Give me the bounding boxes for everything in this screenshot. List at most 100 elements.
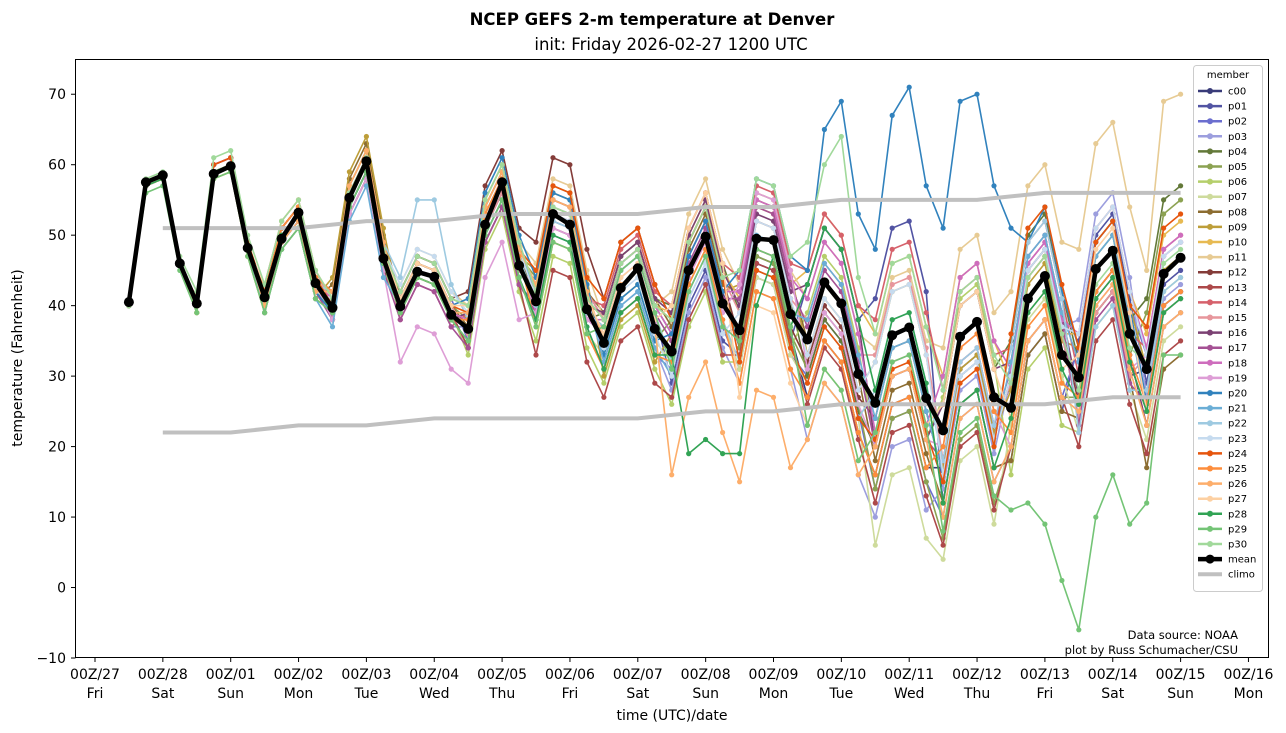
p19-point [770, 197, 777, 203]
p23-point [448, 289, 454, 295]
mean-point [887, 330, 898, 341]
p28-point [1059, 366, 1065, 372]
p29-point [1025, 500, 1031, 506]
legend-entry-p23: p23 [1198, 434, 1247, 445]
p20-point [991, 183, 997, 189]
legend-entry-p02: p02 [1198, 117, 1247, 128]
legend-label: p27 [1228, 494, 1247, 505]
p30-point [448, 296, 454, 302]
p30-point [618, 260, 624, 266]
p28-point [1008, 415, 1014, 421]
p29-point [1076, 627, 1082, 633]
p26-point [1025, 338, 1031, 344]
legend-marker [1207, 465, 1213, 472]
p14-point [906, 239, 912, 245]
p20-point [703, 218, 709, 224]
legend-marker [1207, 374, 1213, 381]
p18-point [1161, 246, 1167, 252]
mean-point [463, 323, 474, 334]
p28-point [635, 296, 641, 302]
p01-point [906, 218, 912, 224]
legend-marker [1207, 148, 1213, 155]
legend-entry-p29: p29 [1198, 524, 1247, 535]
legend-entry-p30: p30 [1198, 540, 1247, 551]
mean-point [395, 301, 406, 312]
legend-marker [1207, 450, 1213, 457]
legend-marker [1205, 554, 1215, 564]
legend-marker [1207, 420, 1213, 427]
legend-marker [1207, 344, 1213, 351]
p25-point [923, 465, 929, 471]
p20-point [1008, 225, 1014, 231]
p03-point [1093, 211, 1099, 217]
p20-point [499, 155, 505, 161]
p24-point [1093, 239, 1099, 245]
p28-point [974, 387, 980, 393]
x-tick-label-time: 00Z/06 [545, 667, 595, 683]
legend-label: p18 [1228, 358, 1247, 369]
p30-point [228, 148, 234, 154]
legend-label: p26 [1228, 479, 1247, 490]
p14-point [923, 310, 929, 316]
mean-point [904, 322, 915, 333]
p27-point [1127, 310, 1133, 316]
p30-point [652, 303, 658, 309]
p26-point [804, 436, 811, 443]
p08-point [1144, 465, 1150, 471]
p21-point [635, 289, 641, 295]
p11-point [906, 267, 912, 273]
p24-point [567, 190, 573, 196]
p29-point [1127, 521, 1133, 527]
p19-point [414, 324, 420, 330]
p04-point [1178, 183, 1184, 189]
p13-point [686, 317, 692, 323]
p22-point [1059, 296, 1065, 302]
p25-point [1059, 380, 1065, 386]
p07-point [1144, 436, 1150, 443]
p30-point [753, 176, 760, 182]
p30-point [957, 289, 963, 295]
chart-subtitle: init: Friday 2026-02-27 1200 UTC [534, 35, 807, 54]
p21-point [923, 408, 929, 414]
mean-point [989, 392, 999, 403]
p18-point [804, 296, 811, 302]
p13-point [1144, 451, 1150, 457]
p09-point [346, 169, 352, 175]
p18-point [838, 260, 844, 266]
p13-point [1110, 317, 1116, 323]
legend-entry-p12: p12 [1198, 268, 1247, 279]
p12-point [567, 162, 573, 168]
y-tick-label: −10 [36, 651, 66, 667]
mean-point [225, 161, 236, 172]
legend-label: p19 [1228, 373, 1247, 384]
legend-marker [1207, 480, 1213, 487]
p25-point [940, 444, 946, 450]
mean-point [293, 207, 304, 218]
mean-point [497, 177, 508, 188]
mean-point [1158, 268, 1169, 279]
x-tick-label-time: 00Z/13 [1020, 667, 1070, 683]
p29-point [906, 352, 912, 358]
legend-label: p17 [1228, 343, 1247, 354]
mean-point [412, 266, 423, 277]
p29-point [194, 310, 200, 316]
p29-point [312, 296, 319, 302]
legend-label: p23 [1228, 434, 1247, 445]
x-tick-label-time: 00Z/07 [613, 667, 663, 683]
p13-point [991, 507, 997, 513]
p20-point [974, 91, 980, 97]
legend-marker [1207, 208, 1213, 215]
legend-label: p02 [1228, 117, 1247, 128]
mean-point [1006, 402, 1016, 413]
mean-point [632, 263, 643, 274]
p13-point [669, 394, 675, 400]
mean-point [819, 277, 830, 288]
p09-point [363, 133, 369, 140]
p15-point [906, 274, 912, 281]
p26-point [703, 359, 709, 365]
p06-point [567, 260, 573, 266]
p29-point [1144, 500, 1150, 506]
x-tick-label-day: Sun [217, 686, 244, 702]
p28-point [1076, 401, 1082, 407]
p29-point [940, 528, 946, 534]
